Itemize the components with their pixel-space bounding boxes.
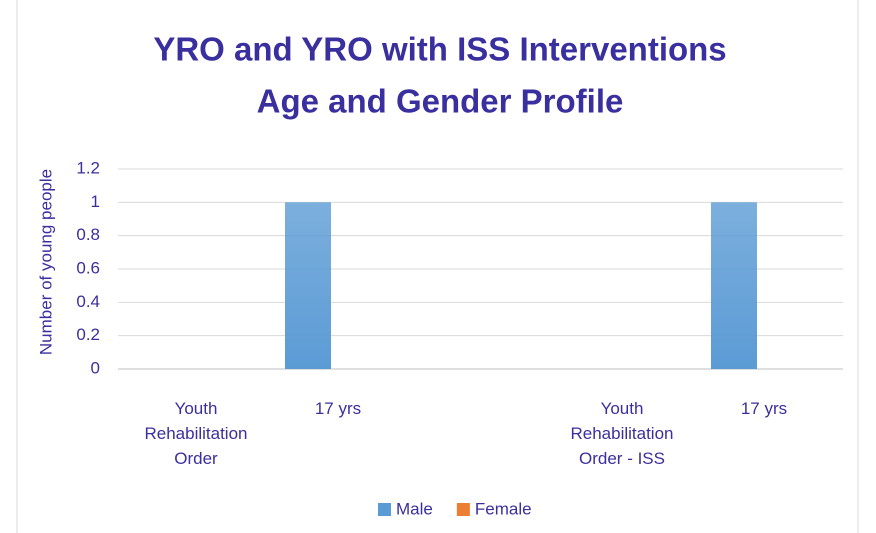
y-tick-label: 0 — [91, 358, 100, 377]
legend-label: Female — [475, 499, 532, 518]
y-tick-label: 1 — [91, 192, 100, 211]
y-tick-label: 0.2 — [76, 325, 100, 344]
y-tick-label: 0.8 — [76, 225, 100, 244]
x-tick-label: Youth Rehabilitation Order - ISS — [570, 399, 674, 468]
legend-swatch — [378, 503, 391, 516]
y-axis-label: Number of young people — [36, 169, 55, 355]
chart-title: Age and Gender Profile — [257, 83, 624, 120]
legend-swatch — [456, 503, 470, 516]
y-tick-label: 0.6 — [76, 258, 100, 277]
bar — [285, 202, 331, 369]
chart-title: YRO and YRO with ISS Interventions — [153, 31, 726, 68]
x-tick-label: 17 yrs — [314, 399, 362, 418]
y-tick-label: 1.2 — [76, 158, 100, 177]
x-tick-label: 17 yrs — [740, 399, 788, 418]
x-tick-label: Youth Rehabilitation Order — [144, 399, 248, 468]
y-tick-label: 0.4 — [76, 292, 100, 311]
bar — [711, 202, 757, 369]
legend-label: Male — [396, 499, 433, 518]
